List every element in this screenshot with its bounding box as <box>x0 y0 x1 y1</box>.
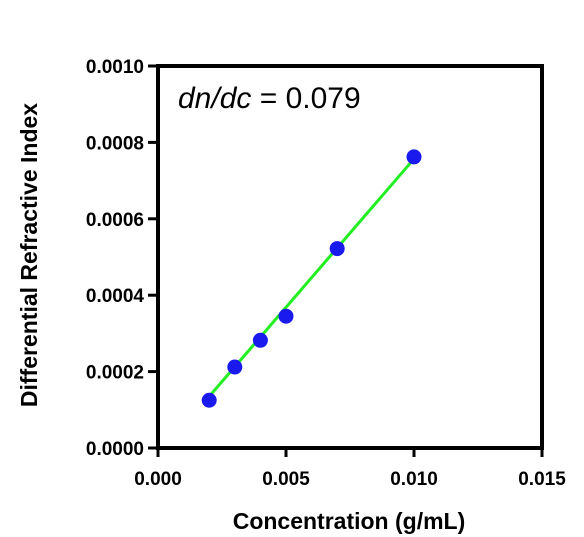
data-series <box>201 149 422 408</box>
y-tick-label: 0.0000 <box>86 439 144 460</box>
x-tick-label: 0.010 <box>390 469 438 490</box>
annotation-value: = 0.079 <box>251 82 360 115</box>
x-tick-label: 0.000 <box>134 469 182 490</box>
y-tick-label: 0.0004 <box>86 286 145 307</box>
x-tick-label: 0.015 <box>518 469 566 490</box>
y-tick-label: 0.0002 <box>86 363 144 384</box>
y-tick-label: 0.0010 <box>86 57 144 78</box>
x-tick-label: 0.005 <box>262 469 310 490</box>
y-axis-ticks: 0.0000 0.0002 0.0004 0.0006 0.0008 0.0010 <box>86 57 158 460</box>
y-tick-label: 0.0008 <box>86 133 144 154</box>
x-axis-title: Concentration (g/mL) <box>233 508 466 534</box>
y-axis-title: Differential Refractive Index <box>16 103 42 407</box>
data-point <box>406 149 422 165</box>
data-point <box>278 308 294 324</box>
y-tick-label: 0.0006 <box>86 210 144 231</box>
data-point <box>329 241 345 257</box>
data-point <box>227 359 243 375</box>
dndc-annotation: dn/dc = 0.079 <box>178 82 361 115</box>
x-axis-ticks: 0.000 0.005 0.010 0.015 <box>134 448 566 490</box>
data-point <box>201 392 217 408</box>
data-point <box>252 332 268 348</box>
fit-line <box>208 157 416 398</box>
annotation-italic: dn/dc <box>178 82 251 115</box>
axes <box>156 64 544 450</box>
